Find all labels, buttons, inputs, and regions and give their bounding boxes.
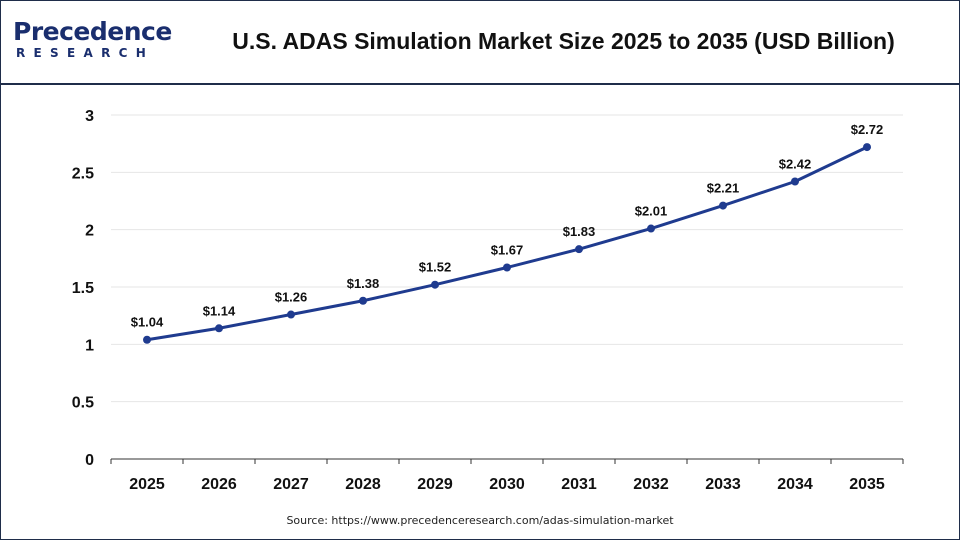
source-note: Source: https://www.precedenceresearch.c… [286, 514, 674, 527]
data-label: $2.42 [779, 157, 812, 172]
logo-subtitle: RESEARCH [16, 46, 155, 60]
x-tick-label: 2025 [129, 476, 165, 493]
data-label: $2.72 [851, 122, 884, 137]
y-tick-label: 1 [85, 337, 94, 354]
data-point [503, 263, 511, 272]
line-chart: 0 0.5 1 1.5 2 2.5 3 2025 2026 2027 2028 2029 2030 203… [72, 108, 904, 493]
data-label: $1.38 [347, 276, 380, 291]
x-tick-label: 2026 [201, 476, 237, 493]
y-tick-label: 2.5 [72, 165, 94, 182]
data-label: $1.83 [563, 224, 596, 239]
brand-logo: Precedence RESEARCH [13, 15, 173, 69]
x-tick-label: 2032 [633, 476, 669, 493]
x-tick-label: 2034 [777, 476, 813, 493]
data-point [359, 296, 367, 305]
x-tick-label: 2030 [489, 476, 525, 493]
chart-title: U.S. ADAS Simulation Market Size 2025 to… [232, 28, 895, 54]
x-tick-label: 2033 [705, 476, 741, 493]
y-tick-label: 3 [85, 108, 94, 125]
y-tick-label: 2 [85, 223, 94, 240]
header: Precedence RESEARCH U.S. ADAS Simulation… [1, 1, 959, 85]
logo-wordmark: Precedence [13, 17, 172, 46]
data-label: $1.26 [275, 290, 308, 305]
data-label: $2.21 [707, 181, 740, 196]
y-tick-label: 0.5 [72, 395, 94, 412]
data-label: $1.52 [419, 260, 452, 275]
x-tick-label: 2028 [345, 476, 381, 493]
x-tick-label: 2029 [417, 476, 453, 493]
data-label: $1.04 [131, 315, 164, 330]
data-point [215, 324, 223, 333]
data-point [143, 335, 151, 344]
data-point [863, 143, 871, 152]
x-tick-label: 2031 [561, 476, 597, 493]
data-point [431, 280, 439, 289]
data-point [575, 245, 583, 254]
data-point [647, 224, 655, 233]
x-tick-label: 2035 [849, 476, 885, 493]
data-point [791, 177, 799, 186]
data-point [719, 201, 727, 210]
data-label: $2.01 [635, 204, 668, 219]
y-tick-label: 1.5 [72, 280, 94, 297]
x-tick-label: 2027 [273, 476, 309, 493]
data-point [287, 310, 295, 319]
data-label: $1.67 [491, 243, 524, 258]
data-label: $1.14 [203, 303, 236, 318]
y-tick-label: 0 [85, 452, 94, 469]
